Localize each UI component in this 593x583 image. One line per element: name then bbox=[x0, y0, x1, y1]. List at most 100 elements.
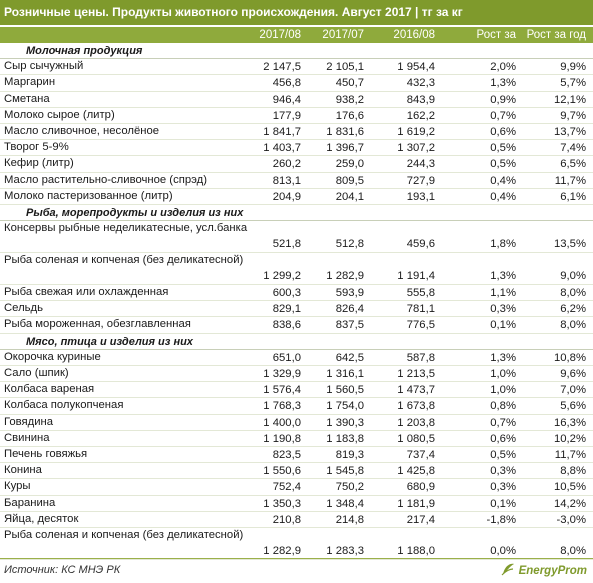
table-row: Рыба свежая или охлажденная 600,3 593,9 555… bbox=[0, 285, 593, 302]
column-header-month-growth: Рост за месяц bbox=[476, 29, 516, 57]
table-cell: 0,7% bbox=[490, 416, 516, 429]
table-row: Сельдь 829,1 826,4 781,1 0,3% 6,2% bbox=[0, 301, 593, 318]
table-cell: 2,0% bbox=[490, 61, 516, 74]
product-name: Конина bbox=[4, 464, 42, 477]
table-cell: 1 183,8 bbox=[326, 432, 364, 445]
product-name: Колбаса вареная bbox=[4, 383, 95, 396]
table-cell: 260,2 bbox=[272, 158, 301, 171]
table-cell: 737,4 bbox=[406, 448, 435, 461]
table-cell: 1 307,2 bbox=[397, 142, 435, 155]
table-row: Масло сливочное, несолёное 1 841,7 1 831,6… bbox=[0, 124, 593, 141]
table-cell: 521,8 bbox=[272, 238, 301, 251]
table-cell: 1 473,7 bbox=[397, 384, 435, 397]
table-cell: 593,9 bbox=[335, 287, 364, 300]
table-cell: 8,0% bbox=[560, 287, 586, 300]
section-header: Рыба, морепродукты и изделия из них bbox=[0, 205, 593, 222]
table-cell: 1 350,3 bbox=[263, 497, 301, 510]
table-cell: 5,7% bbox=[560, 77, 586, 90]
table-cell: 1 190,8 bbox=[263, 432, 301, 445]
table-cell: 432,3 bbox=[406, 77, 435, 90]
table-cell: 0,1% bbox=[490, 319, 516, 332]
table-title: Розничные цены. Продукты животного проис… bbox=[0, 0, 593, 25]
table-cell: 600,3 bbox=[272, 287, 301, 300]
table-cell: 838,6 bbox=[272, 319, 301, 332]
table-row: Колбаса полукопченая 1 768,3 1 754,0 1 673,… bbox=[0, 398, 593, 415]
product-name: Куры bbox=[4, 480, 31, 493]
table-cell: 1 080,5 bbox=[397, 432, 435, 445]
energyprom-logo: EnergyProm bbox=[500, 561, 587, 581]
table-cell: 0,3% bbox=[490, 481, 516, 494]
table-cell: 456,8 bbox=[272, 77, 301, 90]
table-cell: -1,8% bbox=[486, 513, 516, 526]
product-name: Баранина bbox=[4, 496, 56, 509]
table-row: Баранина 1 350,3 1 348,4 1 181,9 0,1% 14,2% bbox=[0, 496, 593, 512]
table-cell: 210,8 bbox=[272, 513, 301, 526]
table-cell: 6,5% bbox=[560, 158, 586, 171]
table-cell: 819,3 bbox=[335, 448, 364, 461]
table-cell: 0,3% bbox=[490, 465, 516, 478]
table-cell: 1 282,9 bbox=[326, 270, 364, 283]
table-cell: 0,4% bbox=[490, 174, 516, 187]
table-cell: 8,0% bbox=[560, 544, 586, 557]
column-header-2017-07: 2017/07 bbox=[322, 29, 364, 41]
table-cell: 7,0% bbox=[560, 384, 586, 397]
product-name: Яйца, десяток bbox=[4, 512, 79, 525]
table-cell: 5,6% bbox=[560, 400, 586, 413]
table-cell: 0,3% bbox=[490, 303, 516, 316]
table-row: Маргарин 456,8 450,7 432,3 1,3% 5,7% bbox=[0, 75, 593, 92]
table-cell: 1 545,8 bbox=[326, 465, 364, 478]
table-cell: 1 550,6 bbox=[263, 465, 301, 478]
column-header-2016-08: 2016/08 bbox=[393, 29, 435, 41]
table-cell: 1,0% bbox=[490, 384, 516, 397]
product-name: Молоко сырое (литр) bbox=[4, 108, 115, 121]
table-cell: 244,3 bbox=[406, 158, 435, 171]
table-cell: 1,3% bbox=[490, 77, 516, 90]
table-cell: 1 768,3 bbox=[263, 400, 301, 413]
column-header-row: 2017/08 2017/07 2016/08 Рост за месяц Ро… bbox=[0, 27, 593, 57]
table-cell: 752,4 bbox=[272, 481, 301, 494]
table-cell: 1 329,9 bbox=[263, 368, 301, 380]
table-row: Окорочка куриные 651,0 642,5 587,8 1,3% 10,8% bbox=[0, 350, 593, 366]
table-cell: 555,8 bbox=[406, 287, 435, 300]
table-cell: -3,0% bbox=[556, 513, 586, 526]
table-cell: 10,2% bbox=[553, 432, 586, 445]
table-cell: 0,5% bbox=[490, 158, 516, 171]
table-cell: 0,0% bbox=[490, 544, 516, 557]
product-name: Сыр сычужный bbox=[4, 60, 84, 73]
table-cell: 1 203,8 bbox=[397, 416, 435, 429]
table-row: Масло растительно-сливочное (спрэд) 813,1… bbox=[0, 173, 593, 189]
table-cell: 1 283,3 bbox=[326, 544, 364, 557]
table-cell: 1 390,3 bbox=[326, 416, 364, 429]
table-cell: 9,7% bbox=[560, 109, 586, 122]
table-cell: 1 316,1 bbox=[326, 368, 364, 380]
table-cell: 1 348,4 bbox=[326, 497, 364, 510]
table-cell: 214,8 bbox=[335, 513, 364, 526]
table-cell: 826,4 bbox=[335, 303, 364, 316]
table-cell: 0,5% bbox=[490, 448, 516, 461]
table-cell: 813,1 bbox=[272, 174, 301, 187]
table-cell: 1 619,2 bbox=[397, 125, 435, 138]
table-row: Рыба мороженная, обезглавленная 838,6 837,… bbox=[0, 317, 593, 334]
product-name: Масло растительно-сливочное (спрэд) bbox=[4, 173, 207, 186]
column-header-year-growth: Рост за год bbox=[526, 29, 586, 41]
table-cell: 7,4% bbox=[560, 142, 586, 155]
table-cell: 9,0% bbox=[560, 270, 586, 283]
table-cell: 193,1 bbox=[406, 190, 435, 203]
product-name: Колбаса полукопченая bbox=[4, 399, 124, 412]
table-cell: 1 954,4 bbox=[397, 61, 435, 74]
table-row: Рыба соленая и копченая (без деликатесно… bbox=[0, 528, 593, 560]
product-name: Кефир (литр) bbox=[4, 157, 74, 170]
product-name: Сметана bbox=[4, 92, 50, 105]
product-name: Печень говяжья bbox=[4, 447, 88, 460]
product-name: Консервы рыбные неделикатесные, усл.банк… bbox=[4, 222, 248, 235]
table-cell: 12,1% bbox=[553, 93, 586, 106]
table-row: Печень говяжья 823,5 819,3 737,4 0,5% 11,7% bbox=[0, 447, 593, 464]
table-cell: 837,5 bbox=[335, 319, 364, 332]
table-cell: 459,6 bbox=[406, 238, 435, 251]
table-cell: 1 299,2 bbox=[263, 270, 301, 283]
table-cell: 680,9 bbox=[406, 481, 435, 494]
table-cell: 1,8% bbox=[490, 238, 516, 251]
table-row: Сало (шпик) 1 329,9 1 316,1 1 213,5 1,0% 9,6% bbox=[0, 366, 593, 383]
table-cell: 1 396,7 bbox=[326, 142, 364, 155]
table-cell: 1 400,0 bbox=[263, 416, 301, 429]
